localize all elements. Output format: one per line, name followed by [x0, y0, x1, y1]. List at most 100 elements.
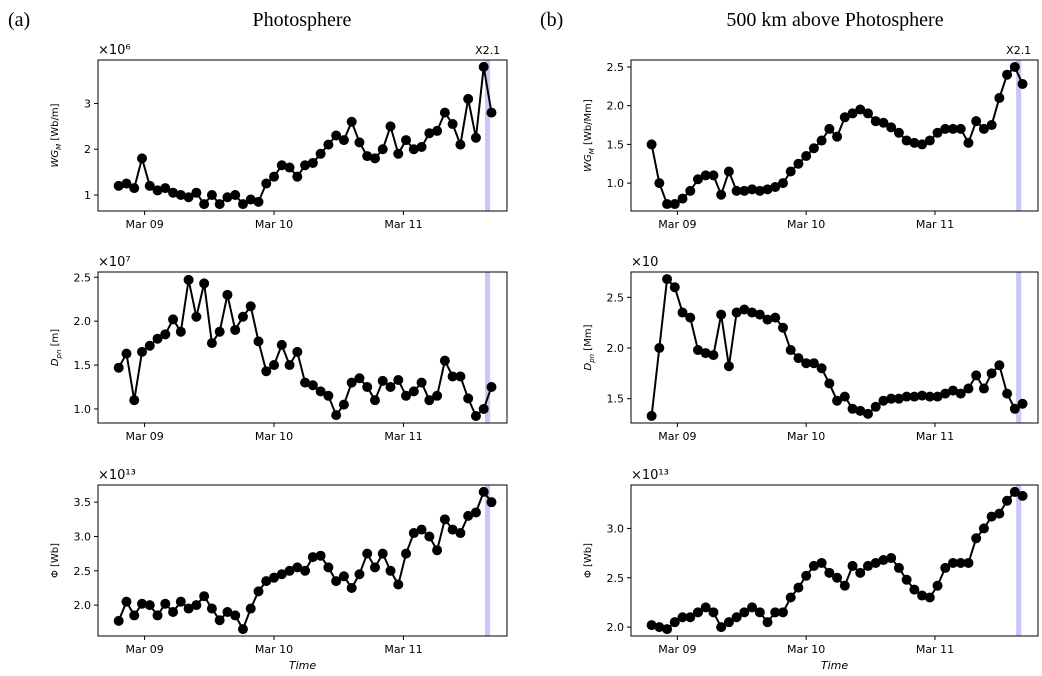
y-axis-label-part: WG	[50, 150, 61, 168]
data-point	[137, 346, 148, 357]
data-point	[470, 507, 481, 518]
y-axis-label-part: M	[588, 148, 596, 154]
data-point	[160, 183, 171, 194]
data-point	[662, 199, 673, 210]
data-point	[994, 360, 1005, 371]
data-point	[245, 194, 256, 205]
data-point	[191, 187, 202, 198]
data-point	[183, 274, 194, 285]
data-point	[839, 391, 850, 402]
data-point	[862, 408, 873, 419]
data-point	[824, 378, 835, 389]
data-point	[486, 107, 497, 118]
y-tick-label: 2.0	[607, 100, 625, 113]
data-point	[978, 123, 989, 134]
data-point	[847, 403, 858, 414]
y-tick-label: 1	[84, 189, 91, 202]
data-point	[113, 180, 124, 191]
y-axis-label-part: Φ [Wb]	[50, 543, 61, 578]
y-axis-label-part: D	[50, 358, 61, 366]
data-point	[245, 603, 256, 614]
data-point	[739, 607, 750, 618]
axis-scale: ×10	[631, 255, 658, 270]
flare-span	[484, 272, 491, 423]
data-point	[408, 386, 419, 397]
data-point	[323, 562, 334, 573]
data-point	[754, 309, 765, 320]
data-point	[369, 562, 380, 573]
data-point	[338, 399, 349, 410]
data-point	[354, 373, 365, 384]
data-point	[261, 576, 272, 587]
data-point	[808, 143, 819, 154]
data-point	[237, 311, 248, 322]
data-point	[917, 139, 928, 150]
data-point	[808, 358, 819, 369]
data-point	[315, 550, 326, 561]
panel-title: Photosphere	[253, 9, 352, 31]
axes-frame	[97, 271, 508, 424]
data-point	[739, 304, 750, 315]
data-point	[113, 615, 124, 626]
data-point	[222, 289, 233, 300]
data-point	[754, 607, 765, 618]
y-tick-label: 3	[84, 97, 91, 110]
data-point	[369, 153, 380, 164]
data-point	[206, 338, 217, 349]
data-point	[963, 383, 974, 394]
data-point	[986, 120, 997, 131]
data-point	[369, 395, 380, 406]
data-point	[432, 125, 443, 136]
y-axis-label-part: WG	[583, 154, 594, 172]
data-point	[932, 391, 943, 402]
data-point	[932, 127, 943, 138]
data-point	[971, 533, 982, 544]
data-point	[113, 362, 124, 373]
data-point	[754, 185, 765, 196]
data-point	[708, 170, 719, 181]
y-axis-label: Dpn [Mm]	[583, 324, 596, 370]
data-point	[214, 326, 225, 337]
data-point	[731, 612, 742, 623]
data-point	[439, 107, 450, 118]
x-tick-label: Mar 11	[916, 218, 954, 231]
data-point	[716, 622, 727, 633]
y-tick-label: 2.5	[607, 61, 625, 74]
x-tick-label: Mar 09	[125, 218, 163, 231]
data-point	[777, 322, 788, 333]
data-point	[793, 582, 804, 593]
x-tick-label: Mar 10	[255, 643, 293, 656]
y-axis-label-part: Φ [Wb]	[583, 543, 594, 578]
y-axis-label-part: pn	[55, 350, 63, 360]
data-point	[762, 314, 773, 325]
data-point	[401, 548, 412, 559]
data-point	[793, 158, 804, 169]
x-tick-label: Mar 11	[384, 430, 422, 443]
y-tick-label: 1.0	[607, 177, 625, 190]
data-point	[331, 576, 342, 587]
data-point	[878, 117, 889, 128]
data-point	[292, 171, 303, 182]
x-tick-label: Mar 09	[125, 430, 163, 443]
data-point	[478, 61, 489, 72]
data-point	[168, 187, 179, 198]
data-point	[315, 148, 326, 159]
data-point	[654, 178, 665, 189]
data-point	[924, 391, 935, 402]
x-axis-label: Time	[289, 659, 316, 672]
data-point	[191, 311, 202, 322]
data-point	[777, 178, 788, 189]
data-point	[230, 324, 241, 335]
data-point	[770, 607, 781, 618]
data-point	[307, 157, 318, 168]
panel-label: (a)	[8, 9, 30, 31]
axes-frame	[97, 59, 508, 212]
data-point	[994, 92, 1005, 103]
x-tick-label: Mar 11	[916, 643, 954, 656]
data-point	[152, 333, 163, 344]
y-axis-label-part: [Wb/m]	[50, 103, 61, 143]
y-tick-label: 3.0	[607, 522, 625, 535]
data-point	[1017, 490, 1028, 501]
data-point	[839, 112, 850, 123]
data-point	[654, 343, 665, 354]
